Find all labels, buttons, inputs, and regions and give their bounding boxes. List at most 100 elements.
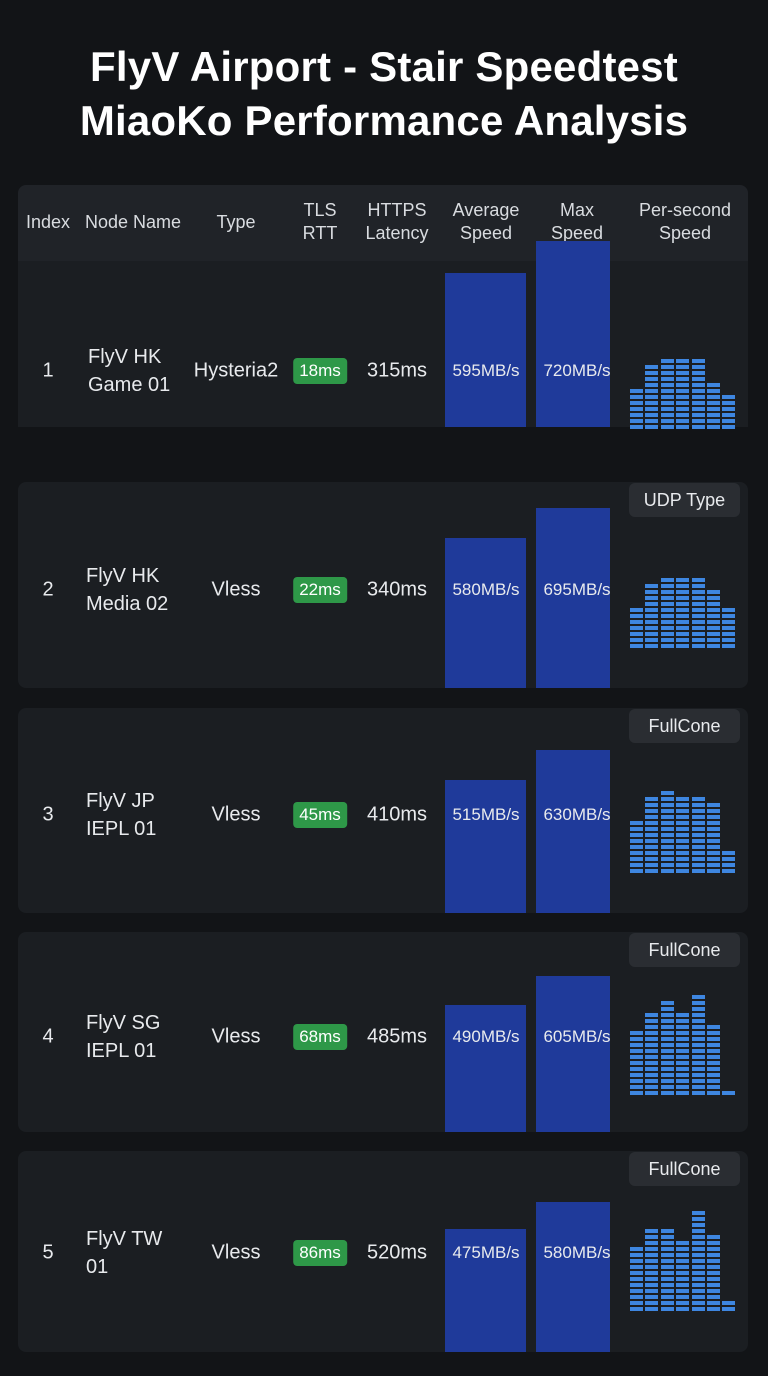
per-second-speed-cell [660, 1271, 674, 1275]
per-second-speed-cell [676, 1301, 690, 1305]
per-second-speed-cell [660, 608, 674, 612]
per-second-speed-cell [660, 1007, 674, 1011]
per-second-speed-cell [660, 395, 674, 399]
per-second-speed-cell [691, 584, 705, 588]
per-second-speed-cell [660, 797, 674, 801]
per-second-speed-cell [722, 851, 736, 855]
per-second-speed-cell [660, 1289, 674, 1293]
per-second-speed-cell [691, 1061, 705, 1065]
page-title: FlyV Airport - Stair Speedtest MiaoKo Pe… [0, 40, 768, 148]
per-second-speed-cell [707, 632, 720, 636]
per-second-speed-cell [722, 425, 736, 429]
per-second-speed-cell [676, 833, 690, 837]
per-second-speed-cell [707, 1073, 720, 1077]
per-second-speed-cell [676, 638, 690, 642]
per-second-speed-cell [691, 1217, 705, 1221]
per-second-speed-cell [645, 1229, 659, 1233]
per-second-speed-cell [691, 821, 705, 825]
per-second-speed-cell [645, 1061, 659, 1065]
per-second-speed-cell [722, 1091, 736, 1095]
average-speed-bar [445, 1229, 526, 1352]
per-second-speed-cell [676, 1079, 690, 1083]
per-second-speed-cell [645, 1073, 659, 1077]
per-second-speed-cell [660, 1307, 674, 1311]
per-second-speed-cell [676, 1061, 690, 1065]
per-second-speed-cell [691, 1289, 705, 1293]
per-second-speed-cell [676, 869, 690, 873]
per-second-speed-cell [707, 413, 720, 417]
per-second-speed-cell [645, 401, 659, 405]
per-second-speed-cell [645, 1019, 659, 1023]
node-type: Vless [211, 1025, 261, 1048]
per-second-speed-cell [691, 1247, 705, 1251]
per-second-speed-cell [676, 1043, 690, 1047]
per-second-speed-cell [707, 1055, 720, 1059]
per-second-speed-cell [660, 638, 674, 642]
table-header [18, 185, 748, 261]
per-second-speed-cell [645, 1055, 659, 1059]
node-name: FlyV HK Game 01 [88, 343, 170, 399]
per-second-speed-cell [645, 869, 659, 873]
per-second-speed-cell [691, 869, 705, 873]
table-row [18, 932, 748, 1132]
per-second-speed-cell [660, 833, 674, 837]
per-second-speed-cell [707, 638, 720, 642]
per-second-speed-cell [676, 608, 690, 612]
per-second-speed-cell [676, 1247, 690, 1251]
per-second-speed-cell [707, 602, 720, 606]
average-speed-bar [445, 1005, 526, 1132]
per-second-speed-cell [691, 1025, 705, 1029]
max-speed-bar [536, 750, 610, 913]
per-second-speed-cell [660, 1031, 674, 1035]
per-second-speed-cell [630, 626, 643, 630]
per-second-speed-cell [645, 1271, 659, 1275]
per-second-speed-cell [645, 608, 659, 612]
per-second-speed-cell [660, 821, 674, 825]
node-tag-badge: FullCone [629, 709, 740, 743]
per-second-speed-cell [676, 839, 690, 843]
per-second-speed-cell [707, 1031, 720, 1035]
per-second-speed-cell [630, 1073, 643, 1077]
per-second-speed-cell [645, 1295, 659, 1299]
per-second-speed-cell [707, 1289, 720, 1293]
per-second-speed-cell [660, 371, 674, 375]
max-speed-label: 695MB/s [543, 580, 611, 599]
per-second-speed-cell [691, 644, 705, 648]
https-latency: 315ms [366, 359, 428, 382]
per-second-speed-cell [722, 419, 736, 423]
per-second-speed-cell [691, 815, 705, 819]
node-tag-badge: FullCone [629, 933, 740, 967]
header-tls-rtt-line-1: TLS [303, 200, 337, 220]
per-second-speed-cell [660, 1265, 674, 1269]
node-name: FlyV TW 01 [86, 1225, 162, 1281]
per-second-speed-cell [660, 1001, 674, 1005]
node-type: Hysteria2 [193, 359, 279, 382]
per-second-speed-cell [691, 1295, 705, 1299]
per-second-speed-cell [630, 620, 643, 624]
per-second-speed-cell [722, 395, 736, 399]
per-second-speed-cell [676, 359, 690, 363]
node-name: FlyV JP IEPL 01 [86, 787, 156, 843]
per-second-speed-cell [645, 1013, 659, 1017]
per-second-speed-cell [691, 1277, 705, 1281]
per-second-speed-cell [691, 1007, 705, 1011]
per-second-speed-cell [630, 839, 643, 843]
per-second-speed-cell [630, 638, 643, 642]
title-line-2: MiaoKo Performance Analysis [79, 97, 689, 144]
per-second-speed-cell [707, 1025, 720, 1029]
per-second-speed-cell [707, 1295, 720, 1299]
per-second-speed-cell [691, 827, 705, 831]
node-name: FlyV HK Media 02 [86, 562, 168, 618]
per-second-speed-cell [722, 401, 736, 405]
row-index: 1 [42, 359, 54, 382]
per-second-speed-cell [630, 821, 643, 825]
per-second-speed-cell [691, 995, 705, 999]
per-second-speed-cell [676, 821, 690, 825]
per-second-speed-cell [645, 833, 659, 837]
per-second-speed-cell [676, 365, 690, 369]
per-second-speed-cell [645, 614, 659, 618]
per-second-speed-cell [660, 1019, 674, 1023]
per-second-speed-cell [707, 1241, 720, 1245]
per-second-speed-cell [676, 803, 690, 807]
per-second-speed-cell [630, 863, 643, 867]
